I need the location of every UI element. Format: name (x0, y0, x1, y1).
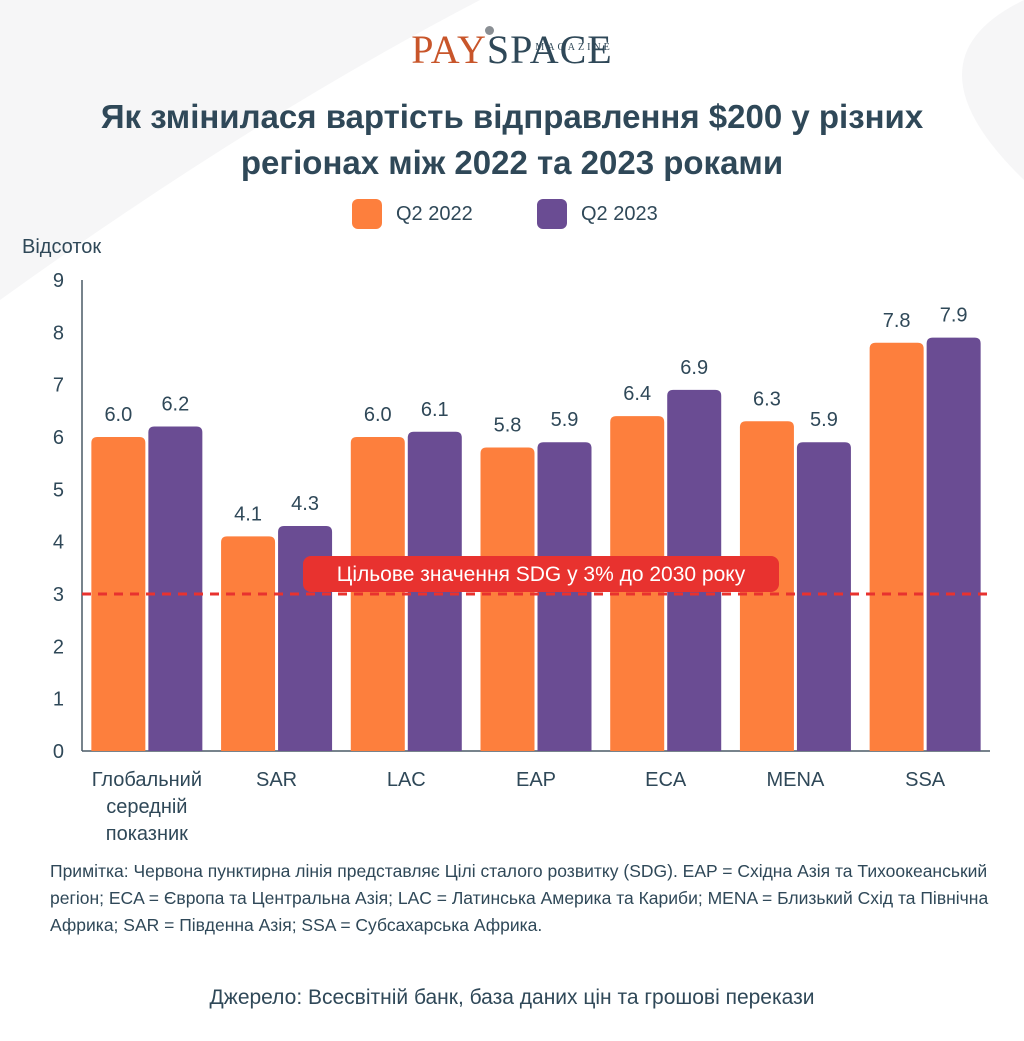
bar-q2-2023 (148, 426, 203, 751)
sdg-target-label: Цільове значення SDG у 3% до 2030 року (337, 563, 746, 586)
bar-value-label: 6.2 (161, 394, 189, 416)
logo-space: SPACE (486, 27, 613, 72)
bar-value-label: 5.9 (810, 409, 838, 431)
chart-title: Як змінилася вартість відправлення $200 … (100, 98, 924, 181)
bar-q2-2022 (869, 342, 924, 751)
y-tick-label: 2 (53, 636, 64, 658)
y-tick-label: 0 (53, 741, 64, 763)
bar-value-label: 5.8 (494, 414, 522, 436)
y-tick-label: 1 (53, 689, 64, 711)
bar-value-label: 6.3 (753, 388, 781, 410)
legend-item-q2-2022: Q2 2022 (352, 198, 473, 230)
y-tick-label: 7 (53, 375, 64, 397)
x-tick-label: SSA (905, 769, 946, 791)
bar-value-label: 6.0 (364, 404, 392, 426)
bar-value-label: 4.3 (291, 493, 319, 515)
bar-q2-2023 (926, 337, 981, 751)
bar-chart: 0 1 2 3 4 5 6 7 8 9 6.0 6.2 Глобальний середній показн… (53, 270, 990, 845)
x-tick-label: ECA (645, 769, 687, 791)
y-tick-label: 8 (53, 322, 64, 344)
x-tick-label: SAR (256, 769, 297, 791)
x-tick-label: MENA (767, 769, 825, 791)
x-tick-label: Глобальний (92, 769, 202, 791)
bar-value-label: 7.8 (883, 310, 911, 332)
bar-q2-2023 (796, 442, 851, 751)
y-axis-label: Відсоток (22, 236, 102, 258)
bar-value-label: 5.9 (551, 409, 579, 431)
x-tick-label: EAP (516, 769, 556, 791)
legend-swatch-q2-2023 (537, 199, 567, 229)
bar-value-label: 4.1 (234, 503, 262, 525)
sdg-target-label-box (303, 556, 779, 592)
bar-value-label: 6.4 (623, 383, 651, 405)
bar-q2-2022 (480, 447, 535, 751)
bar-value-label: 7.9 (940, 305, 968, 327)
bar-q2-2022 (221, 536, 276, 751)
logo-dot-icon (485, 26, 495, 35)
y-tick-label: 3 (53, 584, 64, 606)
legend-label-q2-2023: Q2 2023 (581, 202, 658, 225)
chart-note: Примітка: Червона пунктирна лінія предст… (50, 861, 989, 935)
bar-q2-2023 (537, 442, 592, 751)
legend-swatch-q2-2022 (352, 199, 382, 229)
y-tick-label: 5 (53, 479, 64, 501)
y-tick-label: 4 (53, 532, 64, 554)
x-tick-label: середній (106, 796, 187, 818)
brand-logo: PAYSPACE MAGAZINE (0, 26, 1024, 74)
y-tick-label: 6 (53, 427, 64, 449)
chart-source: Джерело: Всесвітній банк, база даних цін… (209, 986, 815, 1009)
bar-value-label: 6.9 (680, 357, 708, 379)
bar-value-label: 6.0 (104, 404, 132, 426)
bar-value-label: 6.1 (421, 399, 449, 421)
chart-legend: Q2 2022 Q2 2023 (0, 198, 1024, 230)
legend-label-q2-2022: Q2 2022 (396, 202, 473, 225)
legend-item-q2-2023: Q2 2023 (537, 198, 658, 230)
x-tick-label: показник (106, 823, 188, 845)
logo-magazine: MAGAZINE (535, 42, 613, 53)
x-tick-label: LAC (387, 769, 426, 791)
logo-wordmark: PAYSPACE MAGAZINE (411, 26, 613, 74)
logo-pay: PAY (411, 27, 487, 72)
y-tick-label: 9 (53, 270, 64, 292)
